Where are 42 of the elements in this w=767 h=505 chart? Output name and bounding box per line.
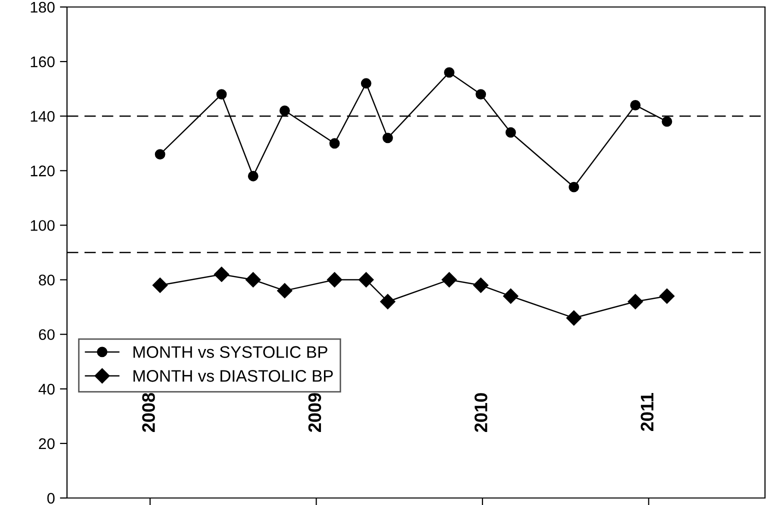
point xyxy=(568,182,580,192)
y-tick-label: 0 xyxy=(47,492,55,504)
point xyxy=(628,294,643,310)
point xyxy=(214,266,230,282)
point xyxy=(216,89,227,100)
x-tick-label: 2009 xyxy=(308,393,322,432)
point xyxy=(248,170,258,182)
point xyxy=(277,283,292,298)
point xyxy=(360,78,372,89)
point xyxy=(476,89,486,100)
y-tick-label: 60 xyxy=(38,329,55,340)
x-tick-label: 2008 xyxy=(142,392,155,432)
point xyxy=(326,272,342,288)
point xyxy=(473,278,488,293)
y-tick-label: 180 xyxy=(30,2,55,13)
point xyxy=(503,288,518,304)
y-tick-label: 80 xyxy=(38,274,55,286)
x-tick-label: 2010 xyxy=(474,393,488,432)
point xyxy=(630,100,641,110)
y-tick-label: 20 xyxy=(38,438,55,450)
point xyxy=(280,105,290,116)
point xyxy=(444,67,454,78)
point xyxy=(662,116,672,127)
y-tick-label: 100 xyxy=(30,220,55,231)
point xyxy=(506,127,516,138)
point xyxy=(442,272,457,288)
y-tick-label: 120 xyxy=(30,166,55,176)
y-tick-label: 40 xyxy=(38,384,55,395)
point xyxy=(154,149,166,160)
y-tick-label: 160 xyxy=(30,56,55,68)
point xyxy=(246,272,261,288)
point xyxy=(382,132,393,144)
point xyxy=(152,278,168,293)
point xyxy=(358,272,374,288)
legend-label: MONTH vs SYSTOLIC BP xyxy=(134,346,328,358)
point xyxy=(566,310,582,326)
y-tick-label: 140 xyxy=(30,110,55,122)
point xyxy=(380,294,396,310)
point xyxy=(659,288,675,304)
legend-label: MONTH vs DIASTOLIC BP xyxy=(134,370,333,382)
point xyxy=(329,138,340,149)
x-tick-label: 2011 xyxy=(640,392,654,431)
